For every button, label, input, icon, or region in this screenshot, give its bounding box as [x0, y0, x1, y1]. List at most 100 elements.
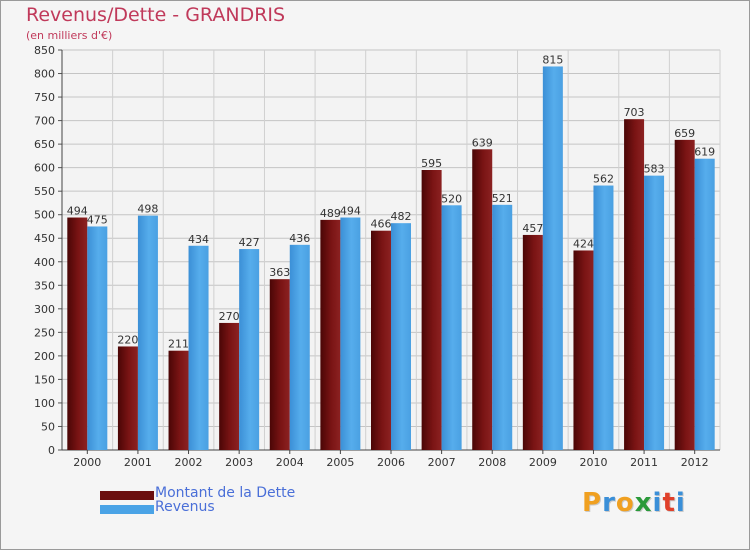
x-tick-label: 2003: [225, 456, 253, 469]
bar-debt: [674, 139, 695, 450]
x-tick-label: 2007: [428, 456, 456, 469]
bar-revenus: [542, 66, 563, 451]
data-label: 363: [269, 266, 290, 279]
bar-debt: [472, 149, 493, 450]
bar-debt: [573, 250, 594, 450]
bar-revenus: [694, 158, 715, 451]
bar-revenus: [492, 204, 513, 450]
bar-revenus: [644, 175, 665, 450]
bar-revenus: [188, 245, 209, 450]
y-tick-label: 650: [34, 138, 55, 151]
y-tick-label: 50: [41, 420, 55, 433]
x-tick-label: 2002: [175, 456, 203, 469]
data-label: 494: [67, 205, 88, 218]
y-tick-label: 600: [34, 162, 55, 175]
y-tick-label: 550: [34, 185, 55, 198]
bar-debt: [522, 234, 543, 450]
bar-debt: [371, 230, 391, 450]
x-tick-label: 2004: [276, 456, 304, 469]
axes: 0 50 100 150 200 250 300 350 400 450 500 550 600 650 7…: [34, 44, 720, 469]
data-label: 815: [542, 53, 563, 66]
legend-label-debt: Montant de la Dette: [155, 485, 296, 501]
y-tick-label: 450: [34, 232, 55, 245]
bar-revenus: [137, 215, 158, 450]
legend-swatch-debt: [100, 491, 154, 500]
x-tick-label: 2008: [478, 456, 506, 469]
y-tick-label: 400: [34, 256, 55, 269]
logo-letter: t: [662, 488, 676, 518]
data-label: 475: [87, 213, 108, 226]
data-label: 434: [188, 233, 209, 246]
y-tick-label: 800: [34, 68, 55, 81]
y-tick-label: 750: [34, 91, 55, 104]
logo-letter: i: [675, 488, 686, 518]
y-tick-label: 300: [34, 303, 55, 316]
bar-revenus: [441, 205, 462, 450]
bar-revenus: [239, 249, 260, 450]
bars: [67, 66, 715, 451]
data-label: 494: [340, 205, 361, 218]
data-label: 436: [289, 232, 310, 245]
bar-revenus: [593, 185, 614, 450]
y-tick-label: 850: [34, 44, 55, 57]
chart-subtitle: (en milliers d'€): [26, 29, 113, 42]
proxiti-logo: Proxiti: [582, 488, 686, 518]
data-label: 703: [624, 106, 645, 119]
data-label: 595: [421, 157, 442, 170]
y-tick-label: 100: [34, 397, 55, 410]
data-label: 562: [593, 173, 614, 186]
y-tick-label: 350: [34, 279, 55, 292]
x-tick-label: 2009: [529, 456, 557, 469]
x-tick-label: 2000: [73, 456, 101, 469]
bar-debt: [67, 217, 88, 450]
bar-debt: [269, 279, 290, 450]
legend-label-revenus: Revenus: [155, 499, 215, 515]
x-tick-label: 2011: [630, 456, 658, 469]
data-label: 270: [219, 310, 240, 323]
data-label: 466: [371, 218, 392, 231]
logo-letter: x: [634, 488, 653, 518]
data-label: 659: [674, 127, 695, 140]
bar-debt: [421, 170, 442, 450]
bar-revenus: [340, 217, 361, 450]
data-label: 583: [644, 163, 665, 176]
logo-letter: r: [602, 488, 616, 518]
logo-letter: o: [615, 488, 635, 518]
bar-revenus: [87, 226, 108, 450]
bar-revenus: [391, 223, 411, 450]
data-label: 619: [694, 146, 715, 159]
y-tick-label: 250: [34, 326, 55, 339]
data-label: 639: [472, 136, 493, 149]
data-label: 427: [239, 236, 260, 249]
bar-revenus: [289, 244, 310, 450]
x-tick-label: 2001: [124, 456, 152, 469]
data-label: 482: [391, 210, 412, 223]
bar-debt: [624, 119, 645, 451]
data-label: 424: [573, 237, 594, 250]
data-label: 211: [168, 338, 189, 351]
chart-title: Revenus/Dette - GRANDRIS: [26, 4, 286, 26]
x-tick-label: 2006: [377, 456, 405, 469]
legend-swatch-revenus: [100, 505, 154, 514]
data-label: 520: [441, 192, 462, 205]
y-tick-label: 700: [34, 115, 55, 128]
data-label: 220: [117, 333, 138, 346]
x-tick-label: 2005: [326, 456, 354, 469]
data-label: 489: [320, 207, 341, 220]
y-tick-label: 500: [34, 209, 55, 222]
data-label: 457: [522, 222, 543, 235]
x-tick-label: 2012: [681, 456, 709, 469]
y-tick-label: 200: [34, 350, 55, 363]
data-label: 521: [492, 192, 513, 205]
bar-debt: [219, 322, 240, 450]
y-tick-label: 150: [34, 373, 55, 386]
data-label: 498: [137, 203, 158, 216]
x-tick-label: 2010: [579, 456, 607, 469]
logo-letter: P: [582, 488, 603, 518]
bar-debt: [168, 350, 189, 450]
y-tick-label: 0: [48, 444, 55, 457]
bar-debt: [320, 219, 341, 450]
bar-debt: [117, 346, 138, 450]
